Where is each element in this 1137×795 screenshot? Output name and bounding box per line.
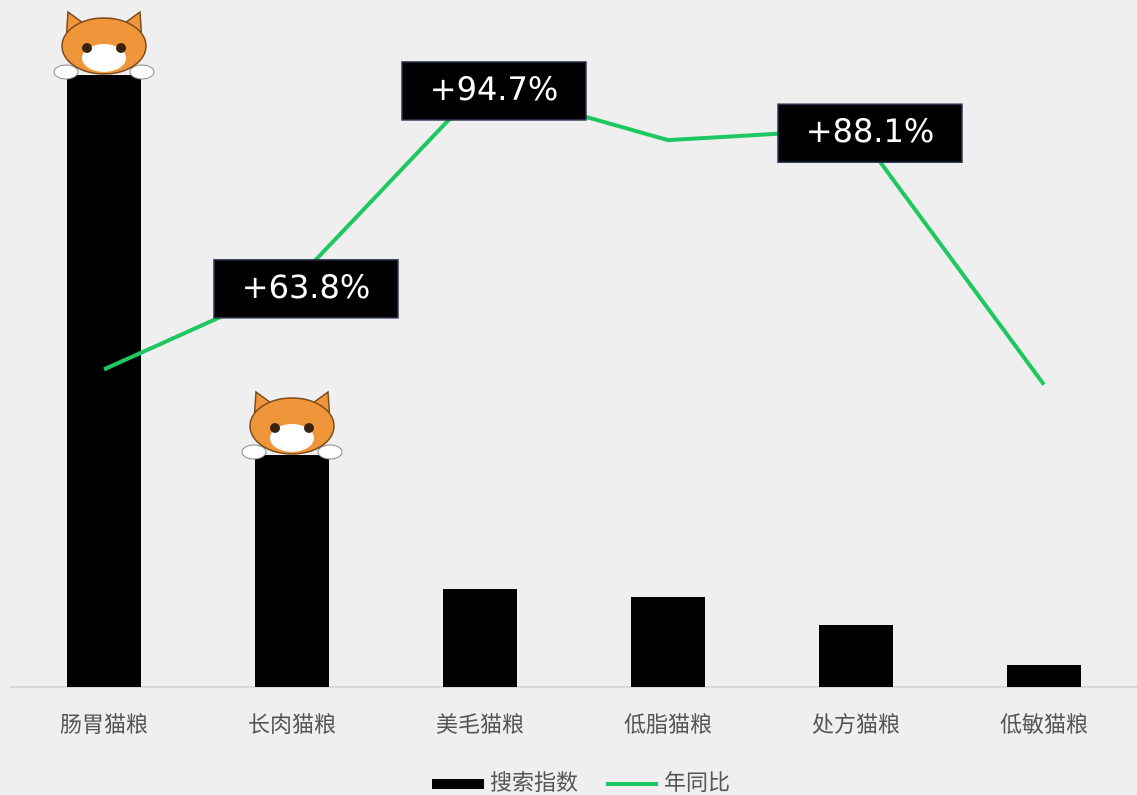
cat-icon (53, 10, 155, 80)
cat-paw (129, 64, 155, 80)
data-label: +94.7% (430, 70, 558, 108)
data-label: +88.1% (806, 112, 934, 150)
bar (67, 75, 141, 687)
label-box (213, 259, 399, 319)
bar (631, 597, 705, 687)
cat-paw (53, 64, 79, 80)
cat-eye (270, 423, 280, 433)
cat-paw (241, 444, 267, 460)
bar (819, 625, 893, 687)
cat-eye (116, 43, 126, 53)
cat-paw (317, 444, 343, 460)
x-tick-label: 低敏猫粮 (1000, 713, 1088, 738)
x-tick-label: 处方猫粮 (812, 713, 900, 738)
legend-label: 搜索指数 (490, 771, 578, 795)
legend-label: 年同比 (664, 771, 730, 795)
cat-eye (82, 43, 92, 53)
label-box (777, 103, 963, 163)
x-tick-label: 美毛猫粮 (436, 713, 524, 738)
bar (443, 589, 517, 687)
data-label: +63.8% (242, 268, 370, 306)
cat-muzzle (82, 44, 126, 72)
label-box (401, 61, 587, 121)
cat-icon (241, 390, 343, 460)
bar (255, 455, 329, 687)
x-tick-label: 肠胃猫粮 (60, 713, 148, 738)
x-tick-label: 低脂猫粮 (624, 713, 712, 738)
bar (1007, 665, 1081, 687)
legend-swatch (432, 779, 484, 789)
cat-eye (304, 423, 314, 433)
x-tick-label: 长肉猫粮 (248, 713, 336, 738)
cat-muzzle (270, 424, 314, 452)
